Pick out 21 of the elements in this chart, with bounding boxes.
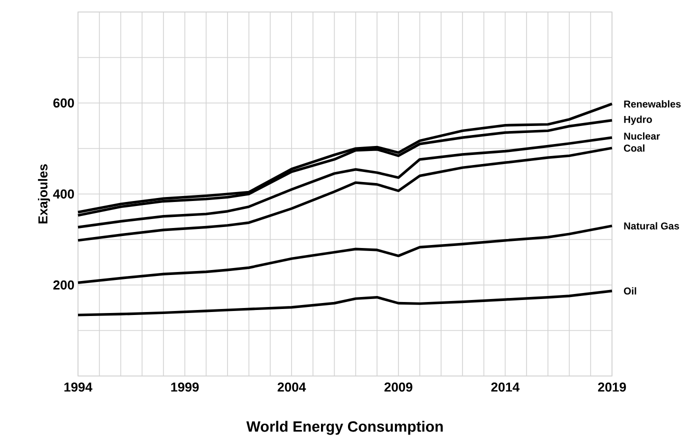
series-label: Oil xyxy=(624,287,636,295)
line-series xyxy=(76,136,614,228)
x-tick-label: 2019 xyxy=(598,382,626,392)
line-series xyxy=(76,224,614,284)
x-tick-label: 2014 xyxy=(491,382,520,392)
y-tick-label: 200 xyxy=(53,280,74,290)
x-tick-label: 2004 xyxy=(278,382,306,392)
line-series xyxy=(76,146,614,242)
text: World Energy Consumption xyxy=(246,420,443,435)
y-axis-title: Exajoules xyxy=(38,164,50,224)
series-label: Hydro xyxy=(624,116,652,125)
x-tick-label: 2009 xyxy=(384,382,412,392)
x-tick-label: 1999 xyxy=(171,382,199,392)
series-label: Renewables xyxy=(624,100,681,108)
line-series xyxy=(76,102,614,214)
y-tick-label: 400 xyxy=(53,189,74,199)
x-tick-label: 1994 xyxy=(64,382,92,392)
series-label: Coal xyxy=(624,144,644,152)
series-label: Natural Gas xyxy=(624,222,680,230)
y-tick-label: 600 xyxy=(53,98,74,108)
series-label: Nuclear xyxy=(624,132,660,140)
